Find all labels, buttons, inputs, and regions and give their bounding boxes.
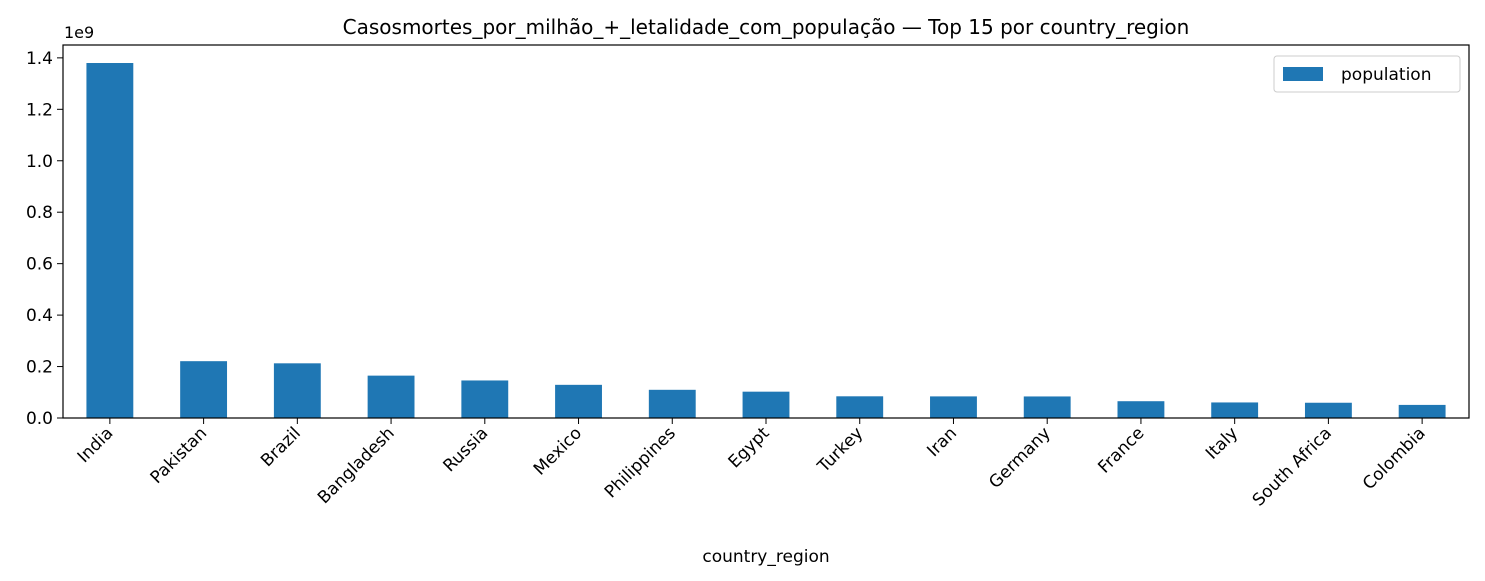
- x-tick-label: Italy: [1202, 423, 1242, 463]
- y-tick-label: 0.6: [26, 255, 53, 275]
- x-tick-label: South Africa: [1249, 423, 1336, 510]
- x-tick-label: Pakistan: [147, 423, 211, 487]
- x-tick-label: Mexico: [530, 423, 586, 479]
- bar-mexico: [555, 384, 602, 418]
- bar-brazil: [273, 363, 321, 418]
- x-tick-label: Turkey: [813, 423, 867, 477]
- x-tick-label: Bangladesh: [314, 423, 399, 508]
- x-tick-label: Germany: [985, 423, 1054, 492]
- x-tick-label: Russia: [440, 423, 493, 476]
- bars-group: [86, 63, 1446, 418]
- bar-russia: [461, 380, 509, 418]
- bar-south-africa: [1304, 402, 1352, 418]
- y-axis-offset-label: 1e9: [64, 23, 94, 42]
- y-tick-label: 0.0: [26, 409, 53, 429]
- legend-swatch: [1283, 67, 1323, 81]
- bar-egypt: [742, 391, 790, 418]
- x-tick-label: Brazil: [257, 423, 305, 471]
- legend: population: [1273, 55, 1461, 93]
- y-tick-label: 1.4: [26, 49, 53, 69]
- y-tick-label: 1.2: [26, 100, 53, 120]
- legend-box: [1273, 55, 1461, 93]
- bar-germany: [1023, 396, 1071, 418]
- x-tick-label: India: [74, 423, 118, 467]
- bar-india: [86, 63, 134, 418]
- x-tick-label: Colombia: [1359, 423, 1430, 494]
- bar-iran: [930, 396, 977, 418]
- x-axis: India Pakistan Brazil Bangladesh Russia Mexic…: [74, 418, 1430, 511]
- bar-italy: [1211, 402, 1259, 418]
- bar-philippines: [648, 389, 696, 418]
- y-tick-label: 0.2: [26, 358, 53, 378]
- y-axis: 0.0 0.2 0.4 0.6 0.8 1.0 1.2 1.4: [26, 49, 63, 429]
- bar-colombia: [1398, 404, 1446, 418]
- bar-bangladesh: [367, 375, 415, 418]
- plot-frame: [62, 44, 1470, 419]
- x-axis-label: country_region: [702, 547, 829, 567]
- x-tick-label: Philippines: [601, 423, 680, 502]
- x-tick-label: Iran: [923, 423, 961, 461]
- bar-france: [1117, 401, 1165, 418]
- x-tick-label: France: [1094, 423, 1148, 477]
- chart-title: Casosmortes_por_milhão_+_letalidade_com_…: [343, 15, 1190, 39]
- bar-turkey: [836, 396, 884, 418]
- y-tick-label: 0.4: [26, 306, 53, 326]
- bar-pakistan: [180, 361, 228, 418]
- y-tick-label: 0.8: [26, 203, 53, 223]
- x-tick-label: Egypt: [725, 423, 774, 472]
- legend-label: population: [1341, 65, 1431, 85]
- y-tick-label: 1.0: [26, 152, 53, 172]
